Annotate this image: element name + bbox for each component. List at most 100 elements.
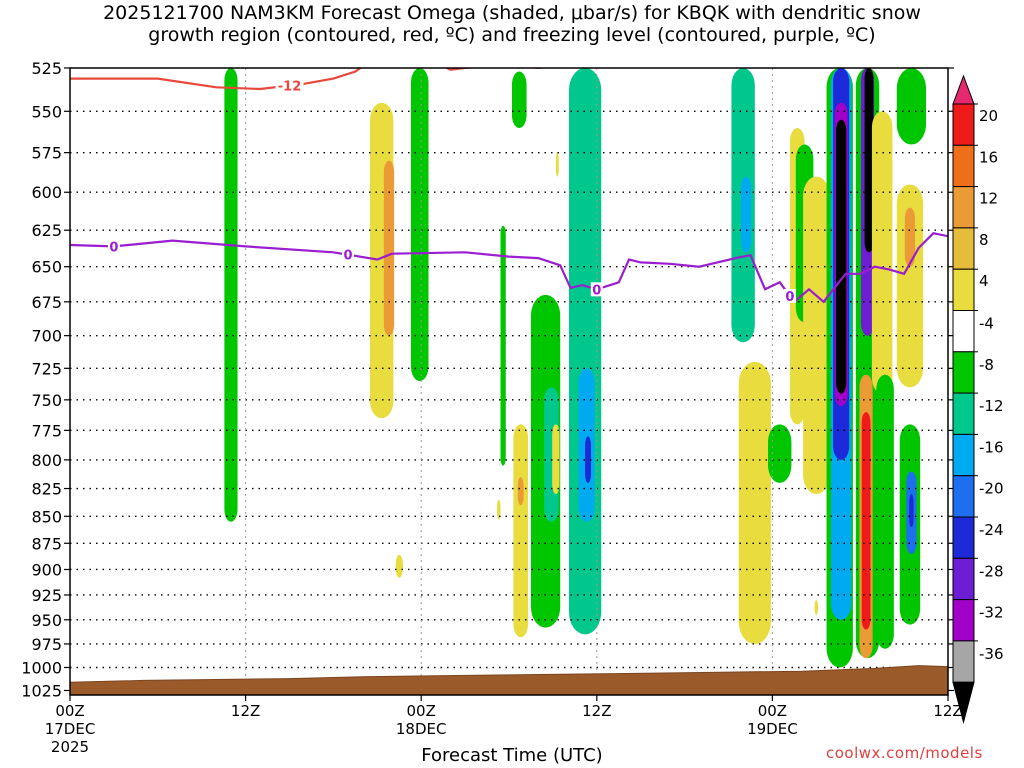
y-axis: 525 550 575 600 625 650 675 700 725 750 775 800 825 8…: [21, 59, 954, 700]
dgz-contour-label-bg-0: [275, 78, 304, 93]
x-tick-date-0: 17DEC: [45, 720, 96, 738]
omega-region-7: [513, 424, 529, 638]
colorbar-swatch-2: [952, 186, 975, 229]
grid-lines: [70, 68, 948, 695]
omega-region-24: [814, 599, 819, 615]
y-tick-label-600: 600: [31, 183, 62, 202]
y-tick-label-975: 975: [31, 635, 62, 654]
y-tick-label-750: 750: [31, 391, 62, 410]
y-tick-label-800: 800: [31, 451, 62, 470]
colorbar-bottom-arrow: [952, 681, 975, 725]
y-tick-label-575: 575: [31, 144, 62, 163]
colorbar-label-9: -20: [979, 480, 1004, 498]
omega-region-23: [803, 176, 830, 495]
freezing-level-label-bg-0: [107, 239, 120, 254]
omega-region-32: [864, 68, 874, 253]
colorbar-label-3: 8: [979, 231, 989, 249]
omega-region-4: [410, 68, 429, 382]
colorbar-swatch-8: [952, 433, 975, 477]
freezing-level-label-bg-2: [590, 282, 603, 297]
omega-region-38: [904, 207, 916, 267]
colorbar-label-13: -36: [979, 645, 1004, 663]
colorbar-label-2: 12: [979, 190, 998, 208]
credit-link[interactable]: coolwx.com/models: [826, 744, 983, 762]
y-tick-label-950: 950: [31, 611, 62, 630]
colorbar-label-7: -12: [979, 397, 1004, 415]
colorbar-label-11: -28: [979, 562, 1004, 580]
colorbar-label-10: -24: [979, 521, 1004, 539]
x-tick-date-4: 19DEC: [747, 720, 798, 738]
colorbar-swatch-1: [952, 144, 975, 188]
omega-region-42: [896, 68, 927, 145]
freezing-level-label-1: 0: [344, 249, 353, 264]
colorbar-swatch-9: [952, 475, 975, 518]
terrain-area: [70, 665, 948, 695]
x-tick-label-5: 12Z: [933, 702, 962, 720]
colorbar-label-6: -8: [979, 356, 994, 374]
y-tick-label-775: 775: [31, 421, 62, 440]
omega-region-12: [552, 424, 560, 495]
omega-region-16: [555, 152, 559, 177]
x-tick-label-2: 00Z: [407, 702, 436, 720]
colorbar-swatch-10: [952, 516, 975, 559]
omega-region-19: [738, 361, 771, 644]
omega-region-18: [740, 176, 752, 253]
omega-region-20: [768, 424, 792, 483]
terrain-fill: [70, 665, 948, 695]
y-tick-label-825: 825: [31, 480, 62, 499]
contour-lines: -12 0 0 0 0: [70, 68, 948, 305]
omega-region-5: [500, 225, 506, 466]
plot-frame: [69, 67, 949, 696]
colorbar: 20 16 12 8 4 -4 -8 -12 -16 -20 -24 -28 -32 -36: [952, 74, 1004, 725]
omega-region-36: [876, 374, 894, 649]
colorbar-label-8: -16: [979, 438, 1004, 456]
omega-region-0: [224, 68, 238, 522]
y-tick-label-1025: 1025: [21, 681, 62, 700]
x-tick-year-0: 2025: [51, 738, 89, 756]
x-axis-label: Forecast Time (UTC): [421, 745, 603, 766]
freezing-level-line: [70, 232, 948, 304]
omega-region-3: [395, 554, 403, 578]
freezing-level-label-bg-1: [342, 247, 355, 262]
colorbar-swatch-5: [952, 310, 975, 353]
dgz-top-segment-0: [444, 68, 478, 71]
omega-region-15: [585, 436, 591, 483]
colorbar-swatch-3: [952, 227, 975, 270]
omega-region-37: [896, 184, 924, 388]
omega-region-29: [836, 119, 847, 394]
omega-region-35: [871, 111, 893, 394]
freezing-level-label-0: 0: [109, 240, 118, 255]
omega-shading: [224, 68, 927, 668]
omega-region-41: [909, 494, 914, 528]
x-tick-date-2: 18DEC: [396, 720, 447, 738]
colorbar-label-5: -4: [979, 315, 994, 333]
y-tick-label-875: 875: [31, 534, 62, 553]
omega-region-34: [861, 412, 871, 630]
y-tick-label-925: 925: [31, 586, 62, 605]
y-tick-label-675: 675: [31, 293, 62, 312]
colorbar-swatch-4: [952, 268, 975, 312]
y-tick-label-625: 625: [31, 221, 62, 240]
x-tick-label-0: 00Z: [55, 702, 84, 720]
y-tick-label-1000: 1000: [21, 658, 62, 677]
colorbar-swatch-6: [952, 351, 975, 394]
colorbar-top-arrow: [952, 74, 975, 105]
y-tick-label-850: 850: [31, 507, 62, 526]
colorbar-label-1: 16: [979, 148, 998, 166]
y-tick-label-550: 550: [31, 102, 62, 121]
dgz-contour-line: [70, 68, 363, 91]
colorbar-swatch-12: [952, 599, 975, 642]
colorbar-swatch-11: [952, 557, 975, 601]
omega-region-9: [497, 499, 501, 520]
x-tick-label-3: 12Z: [582, 702, 611, 720]
colorbar-swatch-0: [952, 103, 975, 146]
dgz-contour-label-0: -12: [278, 80, 302, 95]
freezing-level-label-2: 0: [592, 283, 601, 298]
y-tick-label-725: 725: [31, 359, 62, 378]
y-tick-label-700: 700: [31, 327, 62, 346]
y-tick-label-525: 525: [31, 59, 62, 78]
omega-region-8: [517, 477, 524, 506]
omega-region-2: [383, 160, 395, 336]
colorbar-label-4: 4: [979, 272, 989, 290]
